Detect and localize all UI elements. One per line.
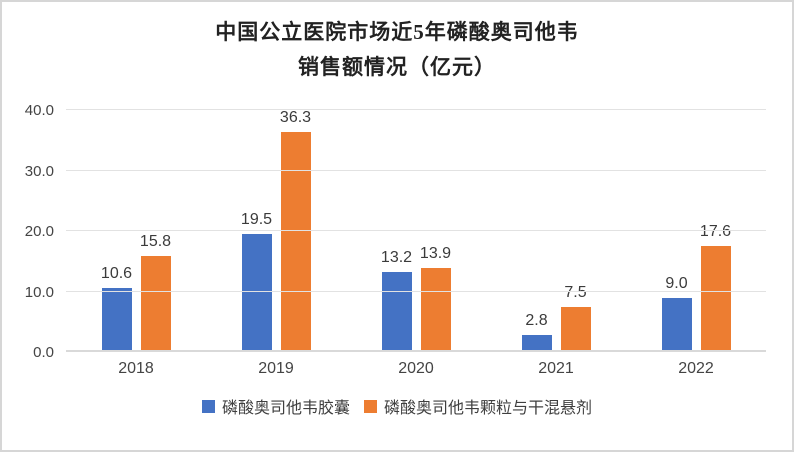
bar-value-label: 17.6 xyxy=(699,222,732,240)
bar: 10.6 xyxy=(101,265,132,352)
bar-group-2019: 19.5 36.3 xyxy=(206,109,346,352)
x-tick-label: 2018 xyxy=(118,360,154,377)
x-axis: 2018 2019 2020 2021 2022 xyxy=(66,352,766,378)
plot-area: 10.6 15.8 19.5 36.3 13.2 13.9 2.8 7.5 9.0 17.6 0.… xyxy=(25,102,766,361)
legend-swatch-orange-icon xyxy=(364,399,377,413)
y-tick-label: 0.0 xyxy=(33,344,54,361)
bar: 19.5 xyxy=(241,211,272,352)
gridline xyxy=(66,290,766,292)
legend: 磷酸奥司他韦胶囊 磷酸奥司他韦颗粒与干混悬剂 xyxy=(2,394,792,418)
chart-title-line1: 中国公立医院市场近5年磷酸奥司他韦 xyxy=(215,20,579,44)
bar-group-2021: 2.8 7.5 xyxy=(486,110,626,352)
legend-entry-granules: 磷酸奥司他韦颗粒与干混悬剂 xyxy=(364,394,592,418)
bar-value-label: 9.0 xyxy=(665,274,688,292)
bar: 13.2 xyxy=(381,249,412,352)
legend-label-capsules: 磷酸奥司他韦胶囊 xyxy=(221,400,350,417)
bar: 2.8 xyxy=(521,312,552,352)
y-tick-label: 40.0 xyxy=(24,102,54,119)
x-tick-label: 2020 xyxy=(398,360,434,377)
x-tick-label: 2022 xyxy=(678,360,714,377)
bar-value-label: 7.5 xyxy=(564,283,587,301)
bar-group-2022: 9.0 17.6 xyxy=(626,110,766,352)
bar: 36.3 xyxy=(280,109,311,352)
x-tick-label: 2019 xyxy=(258,360,294,377)
y-tick-label: 30.0 xyxy=(24,162,54,180)
bar-group-2018: 10.6 15.8 xyxy=(66,110,206,352)
bar: 17.6 xyxy=(700,223,731,352)
bar: 9.0 xyxy=(661,275,692,352)
bar: 7.5 xyxy=(560,284,591,352)
gridline xyxy=(66,109,766,110)
chart-title: 中国公立医院市场近5年磷酸奥司他韦 销售额情况（亿元） xyxy=(2,15,792,85)
bar-value-label: 13.2 xyxy=(380,249,413,267)
legend-label-granules: 磷酸奥司他韦颗粒与干混悬剂 xyxy=(384,400,593,417)
legend-entry-capsules: 磷酸奥司他韦胶囊 xyxy=(201,394,350,418)
bar-value-label: 19.5 xyxy=(240,211,273,229)
bar-value-label: 15.8 xyxy=(139,233,172,251)
chart-title-line2: 销售额情况（亿元） xyxy=(298,55,496,79)
y-tick-label: 10.0 xyxy=(24,283,54,301)
x-tick-label: 2021 xyxy=(538,360,574,377)
bar-groups-row: 10.6 15.8 19.5 36.3 13.2 13.9 2.8 7.5 9.0 17.6 xyxy=(66,109,766,352)
gridline xyxy=(66,230,766,231)
bar-group-2020: 13.2 13.9 xyxy=(346,110,486,352)
bar-value-label: 10.6 xyxy=(100,264,133,282)
bar-value-label: 13.9 xyxy=(419,244,452,262)
gridline xyxy=(66,169,766,171)
y-tick-label: 20.0 xyxy=(24,223,54,240)
bar: 15.8 xyxy=(140,233,171,352)
bar: 13.9 xyxy=(420,245,451,352)
x-axis-baseline xyxy=(66,350,766,352)
bar-value-label: 2.8 xyxy=(525,312,548,330)
legend-swatch-blue-icon xyxy=(201,399,215,413)
bar-value-label: 36.3 xyxy=(279,109,312,127)
